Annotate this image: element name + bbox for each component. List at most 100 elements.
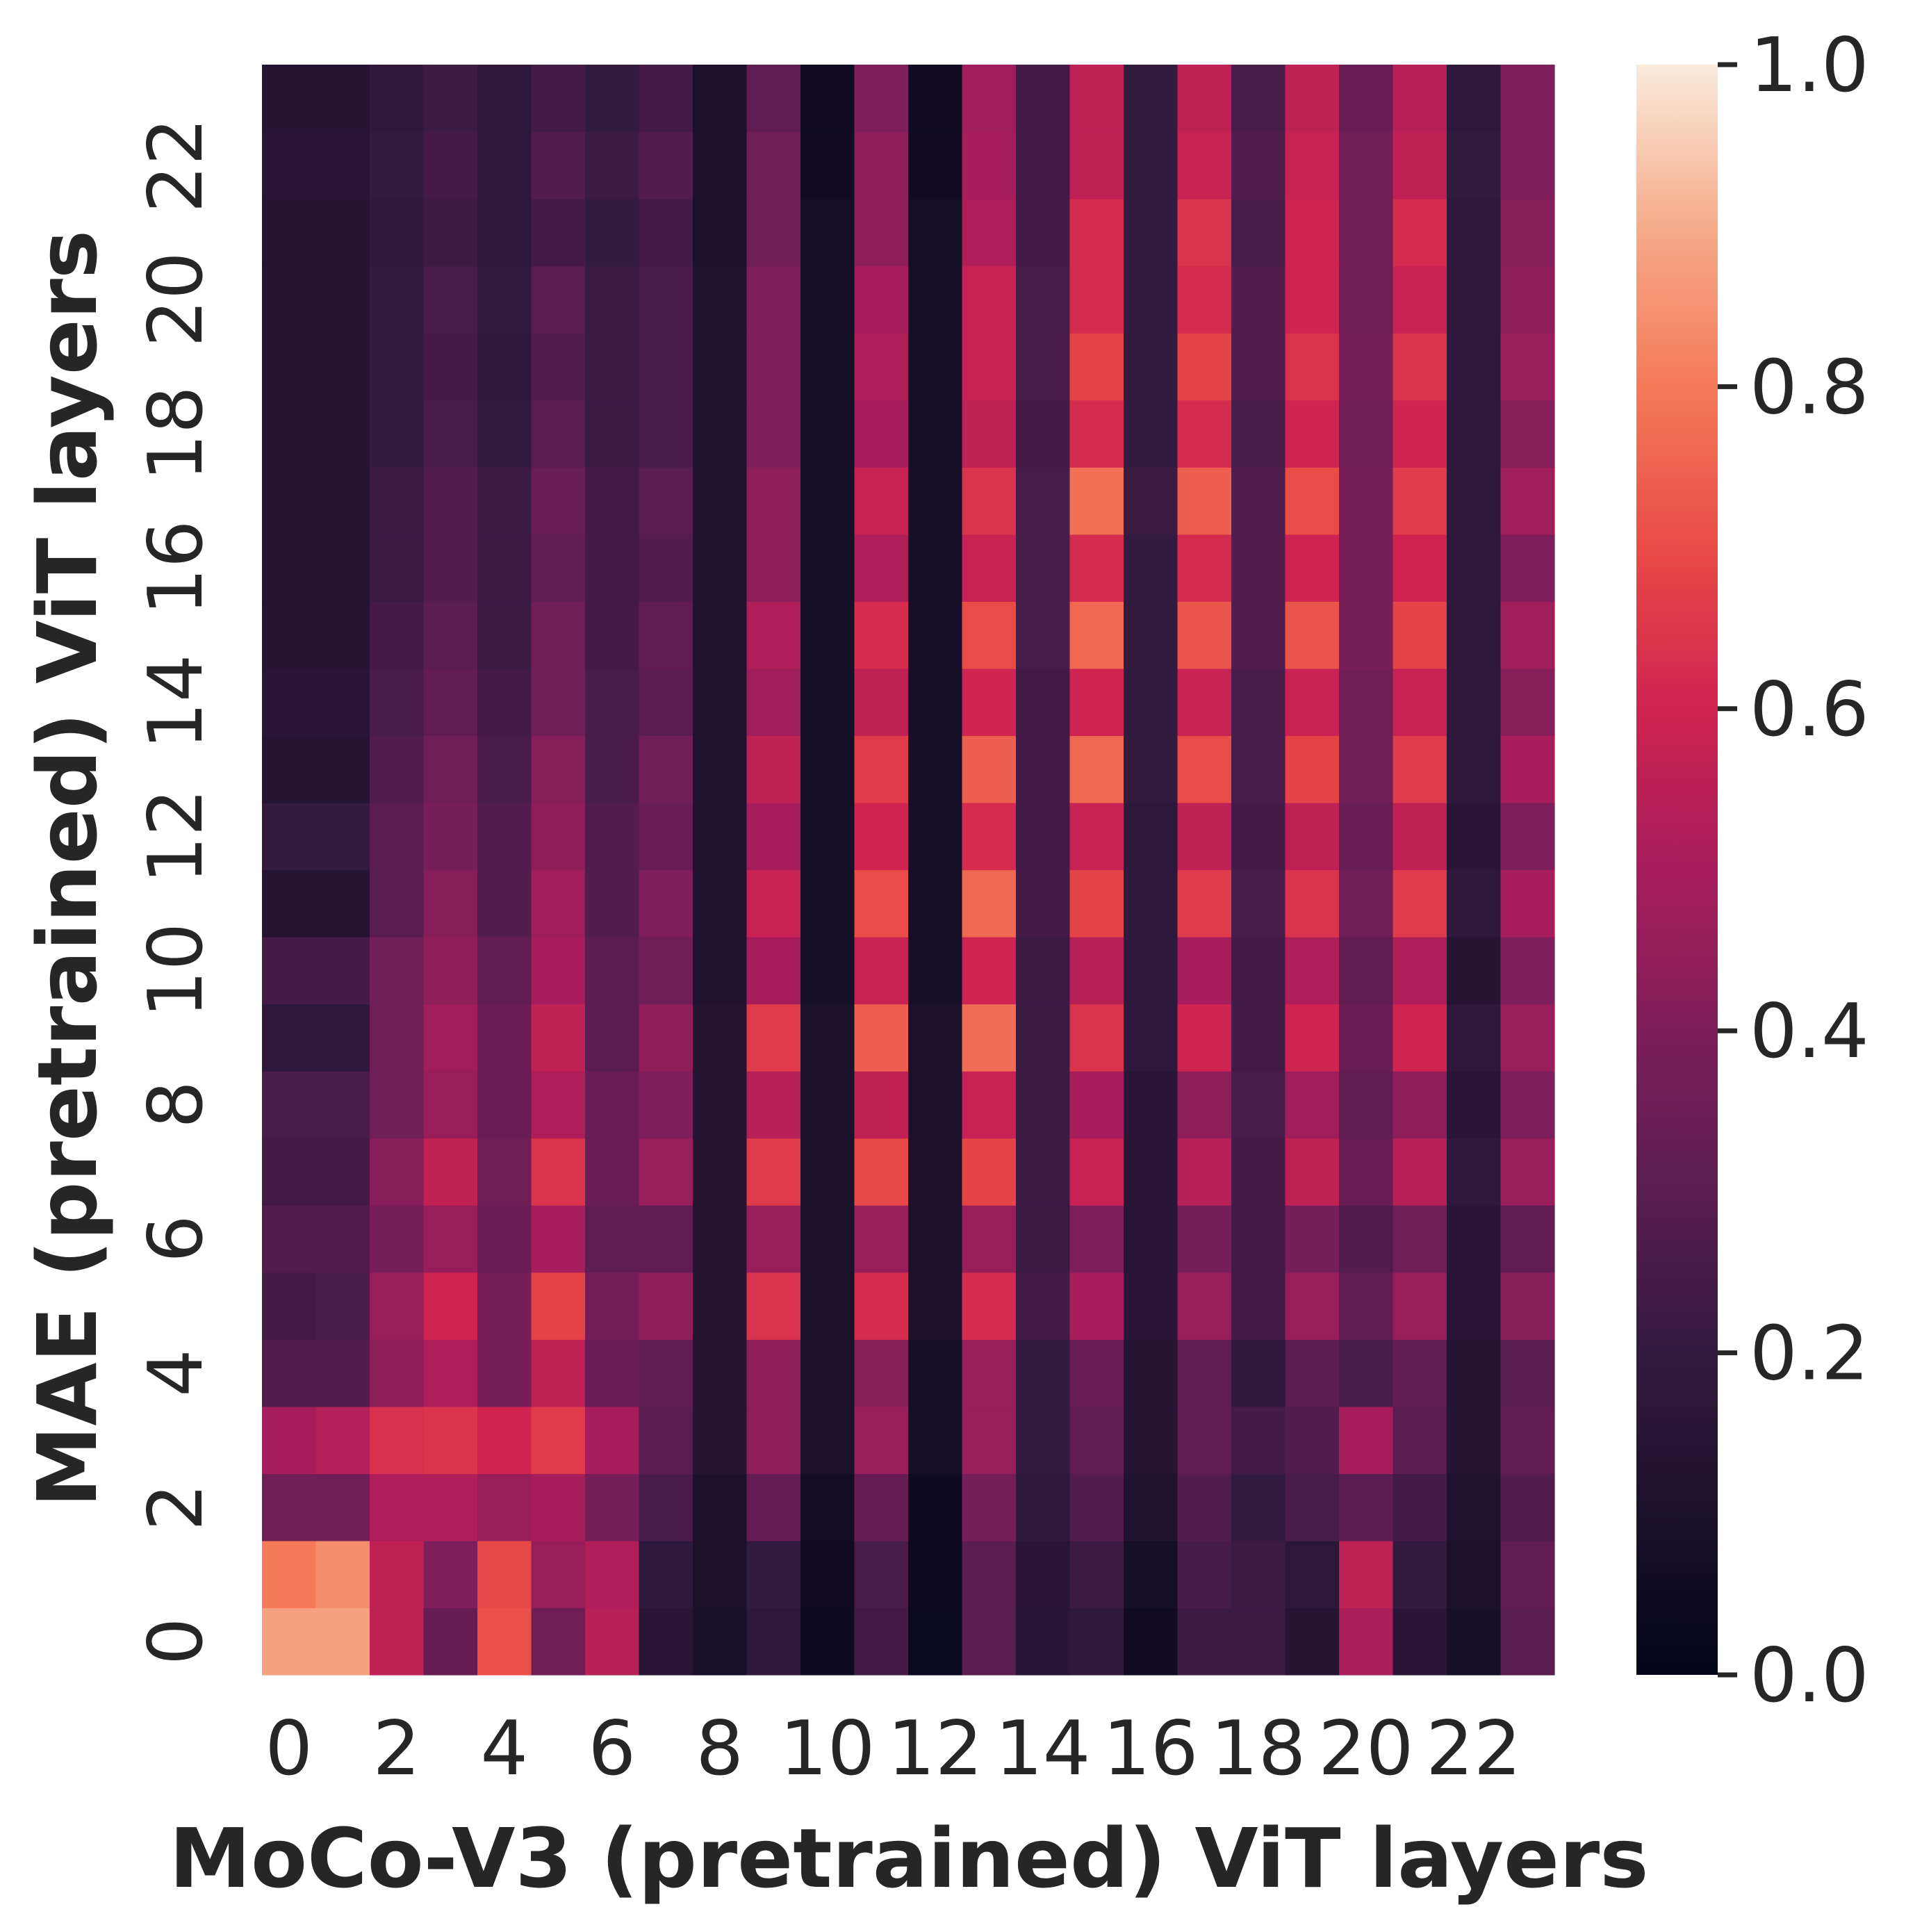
heatmap-cell	[746, 199, 801, 267]
heatmap-cell	[370, 1607, 425, 1676]
heatmap-cell	[1393, 735, 1447, 803]
heatmap-cell	[423, 400, 478, 468]
heatmap-cell	[693, 1406, 748, 1474]
heatmap-cell	[477, 601, 532, 669]
heatmap-cell	[1016, 735, 1071, 803]
heatmap-cell	[854, 199, 909, 267]
heatmap-cell	[908, 1071, 963, 1139]
heatmap-cell	[370, 1071, 425, 1139]
heatmap-cell	[262, 1406, 317, 1474]
heatmap-cell	[1339, 131, 1394, 199]
heatmap-cell	[262, 534, 317, 602]
heatmap-cell	[1069, 1004, 1124, 1072]
heatmap-cell	[315, 1004, 370, 1072]
colorbar-tick-label: 0.6	[1750, 666, 1869, 753]
heatmap-cell	[1500, 1406, 1555, 1474]
heatmap-cell	[1177, 1205, 1232, 1273]
heatmap-cell	[1285, 869, 1340, 938]
heatmap-cell	[854, 1004, 909, 1072]
heatmap-cell	[1231, 1004, 1286, 1072]
heatmap-cell	[1177, 333, 1232, 401]
heatmap-cell	[854, 1540, 909, 1609]
heatmap-cell	[1393, 1138, 1447, 1206]
heatmap-cell	[800, 1473, 855, 1541]
heatmap-cell	[1069, 1272, 1124, 1340]
heatmap-cell	[370, 1339, 425, 1407]
heatmap-cell	[1285, 1339, 1340, 1407]
heatmap-cell	[746, 534, 801, 602]
x-axis-ticks: 0 2 4 6 8 10 12 14 16 18 20 22	[265, 1705, 1521, 1792]
heatmap-cell	[639, 65, 693, 133]
heatmap-cell	[1124, 869, 1178, 938]
heatmap-cell	[1339, 802, 1394, 871]
heatmap-cell	[531, 735, 586, 803]
heatmap-cell	[854, 668, 909, 737]
heatmap-cell	[908, 1473, 963, 1541]
heatmap-cell	[693, 1473, 748, 1541]
heatmap-cell	[585, 937, 640, 1005]
heatmap-cell	[1069, 1473, 1124, 1541]
heatmap-cell	[1393, 869, 1447, 938]
x-tick-label: 16	[1103, 1705, 1198, 1792]
heatmap-cell	[693, 199, 748, 267]
heatmap-cell	[1177, 1272, 1232, 1340]
heatmap-cell	[1069, 735, 1124, 803]
heatmap-cell	[746, 601, 801, 669]
heatmap-cell	[1339, 735, 1394, 803]
heatmap-cell	[262, 1138, 317, 1206]
heatmap-cell	[1177, 400, 1232, 468]
heatmap-cell	[1500, 1071, 1555, 1139]
heatmap-cell	[315, 534, 370, 602]
heatmap-cell	[477, 1272, 532, 1340]
heatmap-cell	[693, 937, 748, 1005]
heatmap-cell	[962, 400, 1017, 468]
heatmap-cell	[854, 65, 909, 133]
heatmap-cell	[962, 869, 1017, 938]
heatmap-cell	[531, 265, 586, 334]
heatmap-cell	[639, 869, 693, 938]
colorbar-ticks: 0.0 0.2 0.4 0.6 0.8 1.0	[1718, 22, 1869, 1719]
heatmap-cell	[423, 467, 478, 535]
heatmap-cell	[1016, 1071, 1071, 1139]
heatmap-cell	[531, 199, 586, 267]
x-tick-label: 20	[1318, 1705, 1413, 1792]
heatmap-cell	[262, 1473, 317, 1541]
heatmap-cell	[1231, 1406, 1286, 1474]
heatmap-cell	[693, 1607, 748, 1676]
heatmap-cell	[854, 1339, 909, 1407]
heatmap-cell	[1016, 199, 1071, 267]
heatmap-cell	[477, 1071, 532, 1139]
heatmap-cell	[1231, 1607, 1286, 1676]
heatmap-cell	[854, 1473, 909, 1541]
heatmap-cell	[908, 131, 963, 199]
heatmap-cell	[1124, 199, 1178, 267]
heatmap-cell	[1124, 1272, 1178, 1340]
heatmap-cell	[477, 1473, 532, 1541]
heatmap-cell	[262, 333, 317, 401]
heatmap-cell	[1285, 668, 1340, 737]
heatmap-cell	[531, 65, 586, 133]
heatmap-cell	[1500, 937, 1555, 1005]
heatmap-cell	[1393, 1473, 1447, 1541]
heatmap-cell	[262, 131, 317, 199]
heatmap-cell	[962, 265, 1017, 334]
heatmap-cell	[962, 735, 1017, 803]
heatmap-cell	[370, 802, 425, 871]
heatmap-cell	[1177, 467, 1232, 535]
heatmap-cell	[315, 333, 370, 401]
heatmap-cell	[1339, 65, 1394, 133]
heatmap-cell	[746, 668, 801, 737]
heatmap-cell	[1285, 467, 1340, 535]
heatmap-cell	[370, 333, 425, 401]
heatmap-cell	[962, 1272, 1017, 1340]
heatmap-cell	[1285, 1272, 1340, 1340]
heatmap-cell	[908, 1004, 963, 1072]
heatmap-cell	[1177, 802, 1232, 871]
heatmap-cell	[1177, 1071, 1232, 1139]
heatmap-cell	[370, 65, 425, 133]
heatmap-cell	[531, 1138, 586, 1206]
heatmap-cell	[585, 1540, 640, 1609]
heatmap-cell	[693, 1339, 748, 1407]
heatmap-cell	[531, 467, 586, 535]
heatmap-cell	[262, 869, 317, 938]
